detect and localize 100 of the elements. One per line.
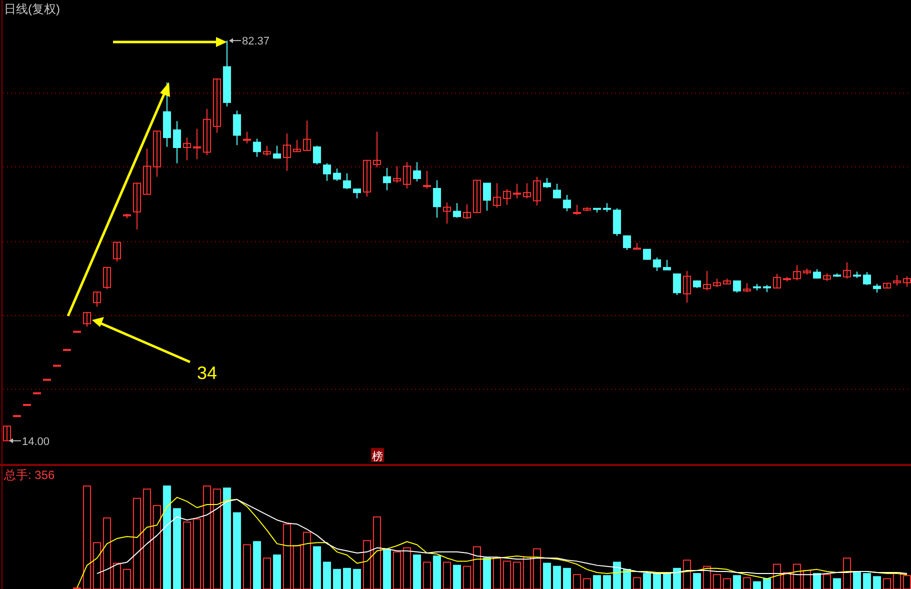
bar <box>623 568 631 589</box>
bar <box>183 522 191 589</box>
bar <box>383 549 391 589</box>
candlestick <box>673 273 681 296</box>
bar <box>323 562 331 589</box>
bar <box>203 486 211 589</box>
candlestick <box>403 162 411 189</box>
candlestick <box>863 272 871 286</box>
bar <box>123 568 131 589</box>
candlestick <box>573 204 581 216</box>
candlestick <box>533 176 541 206</box>
bar <box>213 488 221 589</box>
bar <box>563 568 571 589</box>
bar <box>503 560 511 589</box>
bar <box>93 542 101 589</box>
candlestick <box>193 128 201 160</box>
candlestick <box>453 202 461 218</box>
bar <box>753 581 761 589</box>
candlestick <box>423 170 431 189</box>
bar <box>763 578 771 589</box>
bar <box>523 556 531 589</box>
bar <box>173 508 181 589</box>
candlestick <box>643 248 651 260</box>
candlestick <box>363 160 371 198</box>
bar <box>533 548 541 589</box>
candlestick <box>253 138 261 158</box>
candlestick <box>323 162 331 182</box>
bar <box>903 575 911 589</box>
bar <box>193 518 201 589</box>
candlestick <box>293 139 301 152</box>
candlestick <box>483 182 491 212</box>
annotation: 82.37 <box>242 36 270 48</box>
candlestick <box>653 257 661 272</box>
candlestick <box>683 270 691 304</box>
candlestick <box>373 131 381 168</box>
bar <box>823 574 831 589</box>
bar <box>423 562 431 589</box>
candlestick <box>113 242 121 262</box>
candlestick <box>333 168 341 182</box>
chart-title: 总手: 356 <box>3 468 56 482</box>
bar <box>223 488 231 589</box>
candlestick <box>553 183 561 199</box>
candlestick <box>613 208 621 236</box>
candlestick <box>103 267 111 290</box>
candlestick <box>773 273 781 288</box>
bar <box>843 558 851 589</box>
bar <box>693 573 701 589</box>
bar <box>493 558 501 589</box>
annotation: 榜 <box>372 450 383 463</box>
bar <box>673 568 681 589</box>
candlestick <box>523 182 531 199</box>
bar <box>233 512 241 589</box>
candlestick <box>733 280 741 294</box>
candlestick <box>893 274 901 286</box>
bar <box>593 575 601 589</box>
bar <box>103 517 111 589</box>
bar <box>143 488 151 589</box>
candlestick <box>303 120 311 152</box>
bar <box>243 544 251 589</box>
candlestick <box>793 264 801 281</box>
bar <box>883 578 891 589</box>
bar <box>713 574 721 589</box>
bar <box>813 573 821 589</box>
bar <box>453 564 461 589</box>
candlestick <box>353 188 361 199</box>
candlestick <box>903 276 911 288</box>
bar <box>433 556 441 589</box>
bar <box>353 568 361 589</box>
bar <box>863 573 871 589</box>
candlestick <box>283 132 291 172</box>
bar <box>573 574 581 589</box>
bar <box>113 562 121 589</box>
bar <box>393 551 401 589</box>
bar <box>543 562 551 589</box>
bar <box>583 578 591 589</box>
candlestick <box>133 182 141 230</box>
bar <box>83 486 91 589</box>
candlestick <box>503 188 511 206</box>
candlestick <box>703 270 711 291</box>
bar <box>783 572 791 589</box>
bar <box>473 546 481 589</box>
bar <box>343 568 351 589</box>
candlestick <box>243 131 251 144</box>
candlestick <box>493 182 501 208</box>
bar <box>553 566 561 589</box>
bar <box>513 562 521 589</box>
bar <box>273 554 281 589</box>
candlestick <box>393 166 401 184</box>
bar <box>683 560 691 589</box>
candlestick <box>313 145 321 165</box>
bar <box>653 572 661 589</box>
bar <box>793 564 801 589</box>
candlestick <box>563 194 571 212</box>
candlestick <box>413 162 421 182</box>
candlestick <box>183 137 191 161</box>
bar <box>153 505 161 589</box>
bar <box>603 575 611 589</box>
bar <box>163 486 171 589</box>
bar <box>463 566 471 589</box>
bar <box>773 564 781 589</box>
